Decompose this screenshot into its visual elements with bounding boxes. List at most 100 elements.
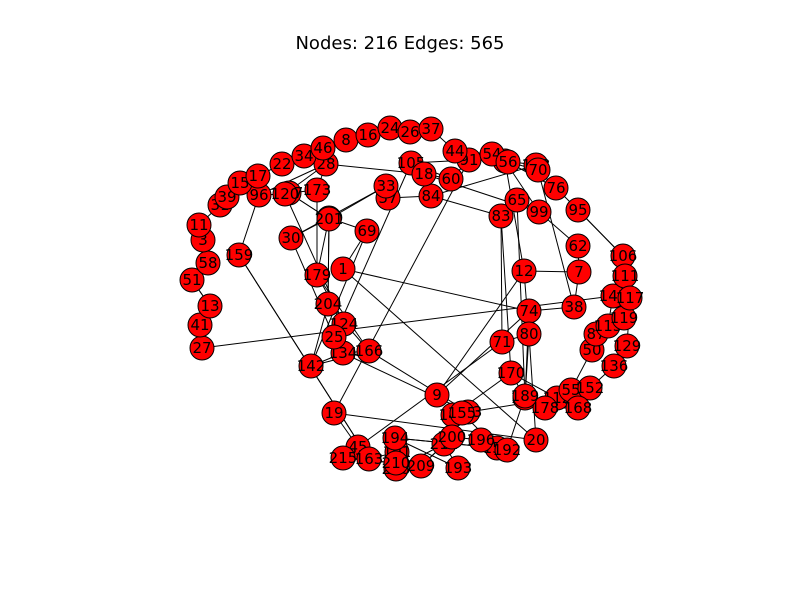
node-label: 74 (519, 302, 538, 320)
node-circle (565, 395, 591, 421)
graph-node: 209 (407, 453, 435, 479)
graph-node: 25 (321, 324, 347, 350)
node-label: 111 (611, 267, 640, 285)
graph-node: 194 (381, 425, 409, 451)
node-label: 17 (248, 167, 267, 185)
node-label: 99 (529, 203, 548, 221)
graph-node: 215 (329, 445, 358, 471)
node-label: 22 (272, 155, 291, 173)
node-label: 15 (230, 174, 249, 192)
node-circle (442, 138, 468, 164)
graph-node: 201 (315, 206, 343, 232)
node-label: 192 (493, 441, 522, 459)
graph-edge (436, 270, 525, 396)
node-circle (179, 267, 205, 293)
graph-edge (342, 268, 530, 312)
node-label: 210 (382, 454, 411, 472)
node-label: 65 (507, 191, 526, 209)
node-label: 80 (519, 325, 538, 343)
graph-node: 80 (516, 321, 542, 347)
node-circle (495, 149, 521, 175)
graph-node: 136 (600, 353, 628, 379)
graph-node: 56 (495, 149, 521, 175)
graph-node: 99 (526, 199, 552, 225)
node-label: 1 (338, 260, 348, 278)
node-circle (512, 383, 538, 409)
graph-node: 96 (246, 182, 272, 208)
node-circle (468, 427, 494, 453)
graph-node: 30 (278, 225, 304, 251)
graph-node: 178 (531, 395, 559, 421)
node-circle (498, 360, 524, 386)
node-circle (408, 453, 434, 479)
graph-node: 163 (355, 446, 383, 472)
node-label: 58 (198, 254, 217, 272)
graph-node: 44 (442, 138, 468, 164)
node-circle (278, 225, 304, 251)
node-label: 38 (564, 298, 583, 316)
node-label: 166 (355, 342, 384, 360)
graph-node: 20 (523, 427, 549, 453)
graph-node: 193 (444, 455, 473, 481)
graph-node: 58 (195, 250, 221, 276)
graph-node: 168 (564, 395, 593, 421)
node-circle (316, 206, 342, 232)
node-circle (269, 151, 295, 177)
node-circle (245, 163, 271, 189)
graph-edge (537, 169, 575, 308)
node-label: 76 (546, 179, 565, 197)
graph-node: 129 (613, 333, 641, 359)
graph-node: 179 (303, 262, 331, 288)
node-label: 24 (380, 119, 399, 137)
node-label: 60 (441, 170, 460, 188)
node-circle (494, 437, 520, 463)
graph-node: 9 (424, 382, 450, 408)
node-circle (321, 400, 347, 426)
graph-node: 26 (397, 119, 423, 145)
node-circle (565, 233, 591, 259)
graph-node: 120 (271, 181, 299, 207)
node-circle (488, 203, 514, 229)
graph-node: 106 (609, 243, 637, 269)
graph-node: 38 (561, 294, 587, 320)
node-label: 62 (568, 237, 587, 255)
graph-node: 12 (511, 258, 537, 284)
node-circle (298, 353, 324, 379)
graph-node: 8 (333, 127, 359, 153)
node-circle (304, 177, 330, 203)
node-circle (566, 259, 592, 285)
node-label: 71 (492, 333, 511, 351)
node-label: 13 (200, 297, 219, 315)
node-label: 16 (358, 126, 377, 144)
node-circle (561, 294, 587, 320)
graph-node: 19 (321, 400, 347, 426)
graph-node: 84 (418, 183, 444, 209)
node-label: 20 (526, 431, 545, 449)
node-label: 168 (564, 399, 593, 417)
graph-node: 76 (543, 175, 569, 201)
graph-node: 17 (245, 163, 271, 189)
node-circle (373, 173, 399, 199)
graph-node: 200 (438, 424, 466, 450)
graph-edge (333, 412, 537, 441)
node-label: 7 (574, 263, 584, 281)
graph-node: 65 (504, 187, 530, 213)
node-label: 96 (249, 186, 268, 204)
node-label: 12 (514, 262, 533, 280)
graph-node: 159 (225, 242, 253, 268)
node-label: 46 (313, 139, 332, 157)
node-label: 95 (568, 201, 587, 219)
graph-node: 95 (565, 197, 591, 223)
node-circle (565, 197, 591, 223)
node-label: 215 (329, 449, 358, 467)
node-label: 142 (297, 357, 326, 375)
graph-node: 62 (565, 233, 591, 259)
graph-edge (290, 237, 335, 338)
graph-node: 83 (488, 203, 514, 229)
node-label: 34 (294, 147, 313, 165)
node-circle (532, 395, 558, 421)
node-circle (310, 135, 336, 161)
node-label: 152 (576, 379, 605, 397)
node-label: 8 (341, 131, 351, 149)
node-label: 193 (444, 459, 473, 477)
